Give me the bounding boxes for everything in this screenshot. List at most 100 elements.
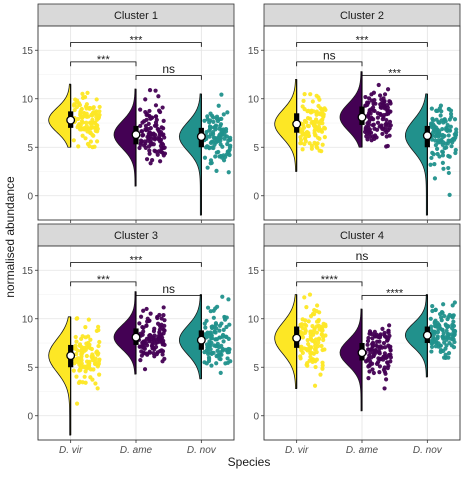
data-point xyxy=(74,316,79,321)
data-point xyxy=(317,97,322,102)
group-dvir xyxy=(48,83,102,150)
significance-label: **** xyxy=(321,274,339,286)
data-point xyxy=(145,134,150,140)
data-point xyxy=(437,154,442,159)
x-tick-label: D. nov xyxy=(187,445,217,456)
data-point xyxy=(205,114,210,119)
data-point xyxy=(143,123,148,128)
data-point xyxy=(314,349,319,355)
half-violin xyxy=(274,78,298,172)
data-point xyxy=(375,339,380,344)
data-point xyxy=(302,295,307,300)
data-point xyxy=(429,344,435,349)
significance-label: ns xyxy=(162,282,175,296)
data-point xyxy=(73,343,78,348)
data-point xyxy=(437,129,442,134)
data-point xyxy=(298,354,303,359)
half-violin xyxy=(178,93,202,216)
data-point xyxy=(444,343,449,348)
data-point xyxy=(446,351,452,356)
bracket-line xyxy=(361,75,428,80)
data-point xyxy=(366,364,371,369)
data-point xyxy=(372,97,377,103)
data-point xyxy=(383,377,389,382)
bracket-line xyxy=(296,262,428,267)
data-point xyxy=(370,336,375,341)
median-marker xyxy=(66,115,76,125)
data-point xyxy=(302,92,307,97)
data-point xyxy=(303,318,308,323)
data-point xyxy=(452,328,457,334)
data-point xyxy=(309,350,314,356)
data-point xyxy=(220,294,225,299)
data-point xyxy=(152,148,157,153)
half-violin xyxy=(178,294,202,380)
data-point xyxy=(97,112,102,118)
data-point xyxy=(158,324,163,329)
data-point xyxy=(85,90,90,95)
data-point xyxy=(322,135,327,140)
data-point xyxy=(430,308,435,314)
data-point xyxy=(144,112,149,117)
data-point xyxy=(145,316,150,321)
data-point xyxy=(304,346,309,352)
data-point xyxy=(372,348,378,353)
data-point xyxy=(313,364,318,370)
data-point xyxy=(439,318,444,323)
half-violin xyxy=(48,316,72,436)
data-point xyxy=(366,114,371,119)
data-point xyxy=(150,344,155,349)
data-point xyxy=(441,140,446,145)
y-tick-label: 10 xyxy=(22,94,34,105)
bracket-line xyxy=(70,281,137,287)
data-point xyxy=(441,335,446,340)
bracket-line xyxy=(361,295,428,300)
data-point xyxy=(92,144,97,149)
data-point xyxy=(218,142,223,147)
y-tick-label: 15 xyxy=(248,266,260,277)
x-axis-title: Species xyxy=(228,455,271,469)
data-point xyxy=(434,117,439,122)
bracket-line xyxy=(296,281,363,287)
data-point xyxy=(147,148,152,153)
data-point xyxy=(214,361,219,366)
data-point xyxy=(96,324,101,329)
data-point xyxy=(298,141,303,146)
data-point xyxy=(153,103,159,108)
median-marker xyxy=(422,330,432,340)
data-point xyxy=(369,346,374,352)
data-point xyxy=(318,372,323,377)
data-point xyxy=(429,155,434,161)
data-point xyxy=(380,326,385,331)
data-point xyxy=(431,118,436,123)
data-point xyxy=(97,104,102,110)
significance-bracket: *** xyxy=(70,274,137,287)
significance-bracket: ns xyxy=(296,48,363,67)
data-point xyxy=(450,337,455,342)
bracket-line xyxy=(70,61,137,67)
data-point xyxy=(433,307,438,313)
data-point xyxy=(137,344,142,349)
data-point xyxy=(87,342,92,347)
data-point xyxy=(147,114,152,119)
data-point xyxy=(208,118,213,123)
data-point xyxy=(385,338,390,343)
data-point xyxy=(147,151,152,156)
data-point xyxy=(298,322,303,327)
data-point xyxy=(208,309,213,314)
data-point xyxy=(302,107,307,112)
data-point xyxy=(88,337,93,342)
median-marker xyxy=(196,335,206,345)
data-point xyxy=(159,125,164,130)
half-violin xyxy=(274,294,298,389)
data-point xyxy=(156,128,161,134)
data-point xyxy=(95,126,100,131)
data-point xyxy=(217,328,222,333)
data-point xyxy=(316,336,322,341)
data-point xyxy=(224,324,229,330)
data-point xyxy=(202,118,207,123)
significance-bracket: *** xyxy=(361,67,428,80)
x-tick-label: D. nov xyxy=(413,445,443,456)
data-point xyxy=(207,126,213,131)
data-point xyxy=(314,319,320,324)
